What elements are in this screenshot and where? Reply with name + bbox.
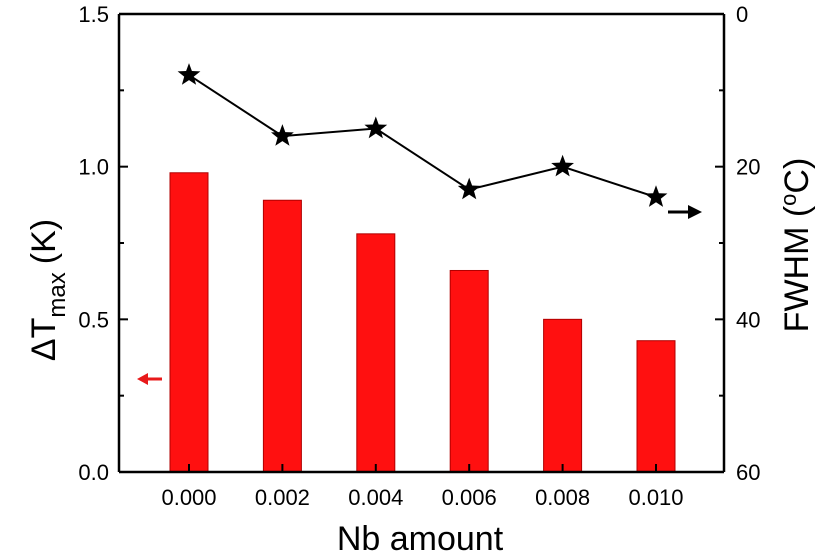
x-tick-label-0.004: 0.004 (348, 485, 403, 510)
x-tick-label-0.002: 0.002 (255, 485, 310, 510)
y-tick-label-0.5: 0.5 (78, 307, 109, 332)
y-tick-label-0.0: 0.0 (78, 460, 109, 485)
left-axis-indicator (137, 373, 162, 385)
bar-0.002 (262, 199, 302, 473)
right-axis-arrow-head (688, 205, 702, 219)
y-axis-title-subscript: max (44, 272, 71, 317)
y2-tick-label-60: 60 (736, 460, 760, 485)
x-tick-label-0.010: 0.010 (628, 485, 683, 510)
x-tick-label-0.008: 0.008 (535, 485, 590, 510)
fwhm-point-0.004 (364, 116, 388, 139)
tick-labels: 0.0 0.5 1.0 1.5 0 20 40 60 0.000 0.002 0.004 0.006 0… (78, 2, 760, 510)
y-axis-title-delta: ΔT (25, 318, 63, 361)
bar-0.008 (543, 318, 583, 473)
y2-axis-title: FWHM (oC) (776, 158, 816, 333)
fwhm-point-0.000 (177, 63, 201, 85)
fwhm-point-0.002 (271, 124, 294, 146)
y2-axis-title-suffix: C) (778, 158, 816, 194)
fwhm-point-0.008 (551, 154, 574, 177)
bar-0.004 (356, 233, 396, 473)
bar-0.000 (169, 172, 209, 473)
bar-0.006 (449, 269, 489, 473)
x-tick-label-0.000: 0.000 (161, 485, 216, 510)
y2-tick-label-40: 40 (736, 307, 760, 332)
x-axis-title: Nb amount (337, 520, 504, 557)
left-axis-arrow-head (137, 373, 148, 385)
y-axis-title-unit: (K) (25, 219, 63, 264)
fwhm-point-0.006 (457, 177, 481, 200)
y2-tick-label-20: 20 (736, 155, 760, 180)
y2-axis-title-prefix: FWHM ( (778, 205, 816, 332)
right-axis-indicator (668, 205, 702, 219)
y2-axis-title-superscript: o (776, 194, 801, 206)
x-tick-label-0.006: 0.006 (442, 485, 497, 510)
bar-0.010 (636, 340, 676, 473)
fwhm-point-0.010 (644, 185, 668, 207)
y-axis-title: ΔTmax (K) (25, 219, 71, 361)
axes (117, 12, 726, 474)
y2-tick-label-0: 0 (736, 2, 748, 27)
y-tick-label-1.5: 1.5 (78, 2, 109, 27)
bar-series (169, 172, 676, 473)
fwhm-series (177, 63, 668, 207)
y-tick-label-1.0: 1.0 (78, 155, 109, 180)
fwhm-line (188, 74, 657, 199)
